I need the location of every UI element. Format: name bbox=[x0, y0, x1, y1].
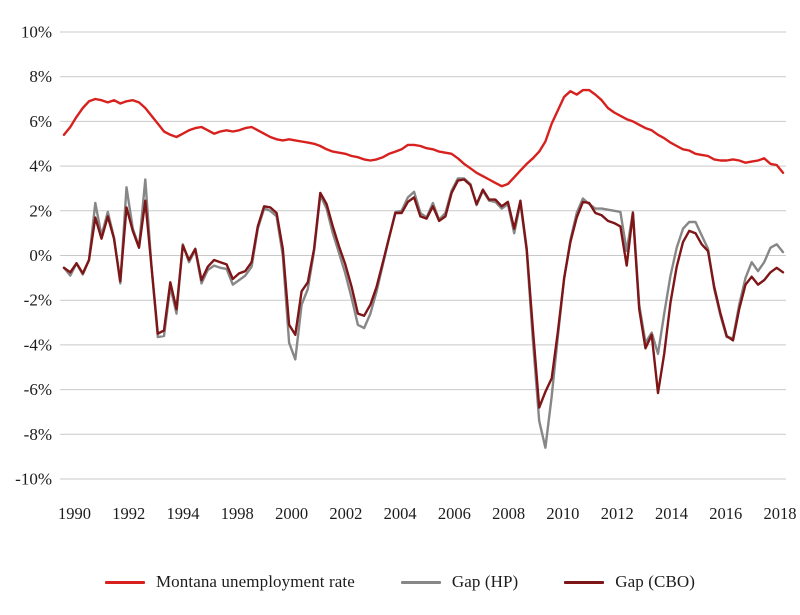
legend-item-unemployment: Montana unemployment rate bbox=[104, 572, 355, 592]
legend-line-unemployment-icon bbox=[104, 580, 145, 584]
series-line-unemployment bbox=[62, 88, 785, 188]
y-axis-tick-label: -2% bbox=[24, 291, 52, 310]
y-axis-tick-label: -10% bbox=[15, 470, 52, 489]
x-axis-tick-label: 1990 bbox=[58, 504, 91, 523]
series-line-gap-cbo bbox=[62, 178, 785, 409]
x-axis-tick-label: 1998 bbox=[221, 504, 254, 523]
line-chart: 10% 8% 6% 4% 2% 0% -2% -4% -6% -8% -10% 1990 1992 199… bbox=[15, 23, 797, 524]
y-axis-tick-label: 2% bbox=[29, 201, 52, 220]
legend-item-gap-hp: Gap (HP) bbox=[400, 572, 519, 592]
x-axis-tick-label: 2000 bbox=[275, 504, 308, 523]
x-axis-tick-label: 2002 bbox=[329, 504, 362, 523]
y-axis-tick-label: 6% bbox=[29, 112, 52, 131]
legend-label-gap-hp: Gap (HP) bbox=[451, 572, 519, 591]
x-axis-tick-label: 2008 bbox=[492, 504, 525, 523]
x-axis-tick-label: 2018 bbox=[764, 504, 797, 523]
y-axis-tick-label: 4% bbox=[29, 157, 52, 176]
x-axis-tick-label: 1994 bbox=[167, 504, 200, 523]
legend-item-gap-cbo: Gap (CBO) bbox=[564, 572, 695, 592]
y-axis-tick-label: 10% bbox=[21, 23, 52, 42]
legend-line-gap-hp-icon bbox=[400, 580, 441, 584]
legend-line-gap-cbo-icon bbox=[564, 580, 605, 584]
x-axis-tick-label: 1992 bbox=[112, 504, 145, 523]
x-axis-tick-label: 2014 bbox=[655, 504, 688, 523]
x-axis-tick-label: 2006 bbox=[438, 504, 471, 523]
x-axis-tick-label: 2010 bbox=[546, 504, 579, 523]
y-axis-tick-label: -4% bbox=[24, 335, 52, 354]
y-axis-tick-label: 8% bbox=[29, 67, 52, 86]
series-line-gap-hp bbox=[62, 177, 785, 449]
y-axis-tick-label: -6% bbox=[24, 380, 52, 399]
legend-label-unemployment: Montana unemployment rate bbox=[155, 572, 355, 591]
x-axis-tick-label: 2016 bbox=[709, 504, 742, 523]
x-axis-tick-label: 2012 bbox=[601, 504, 634, 523]
y-axis-tick-label: 0% bbox=[29, 246, 52, 265]
x-axis-tick-label: 2004 bbox=[384, 504, 417, 523]
y-axis-tick-label: -8% bbox=[24, 425, 52, 444]
legend-label-gap-cbo: Gap (CBO) bbox=[615, 572, 696, 591]
chart-legend: Montana unemployment rate Gap (HP) Gap (… bbox=[0, 572, 800, 592]
